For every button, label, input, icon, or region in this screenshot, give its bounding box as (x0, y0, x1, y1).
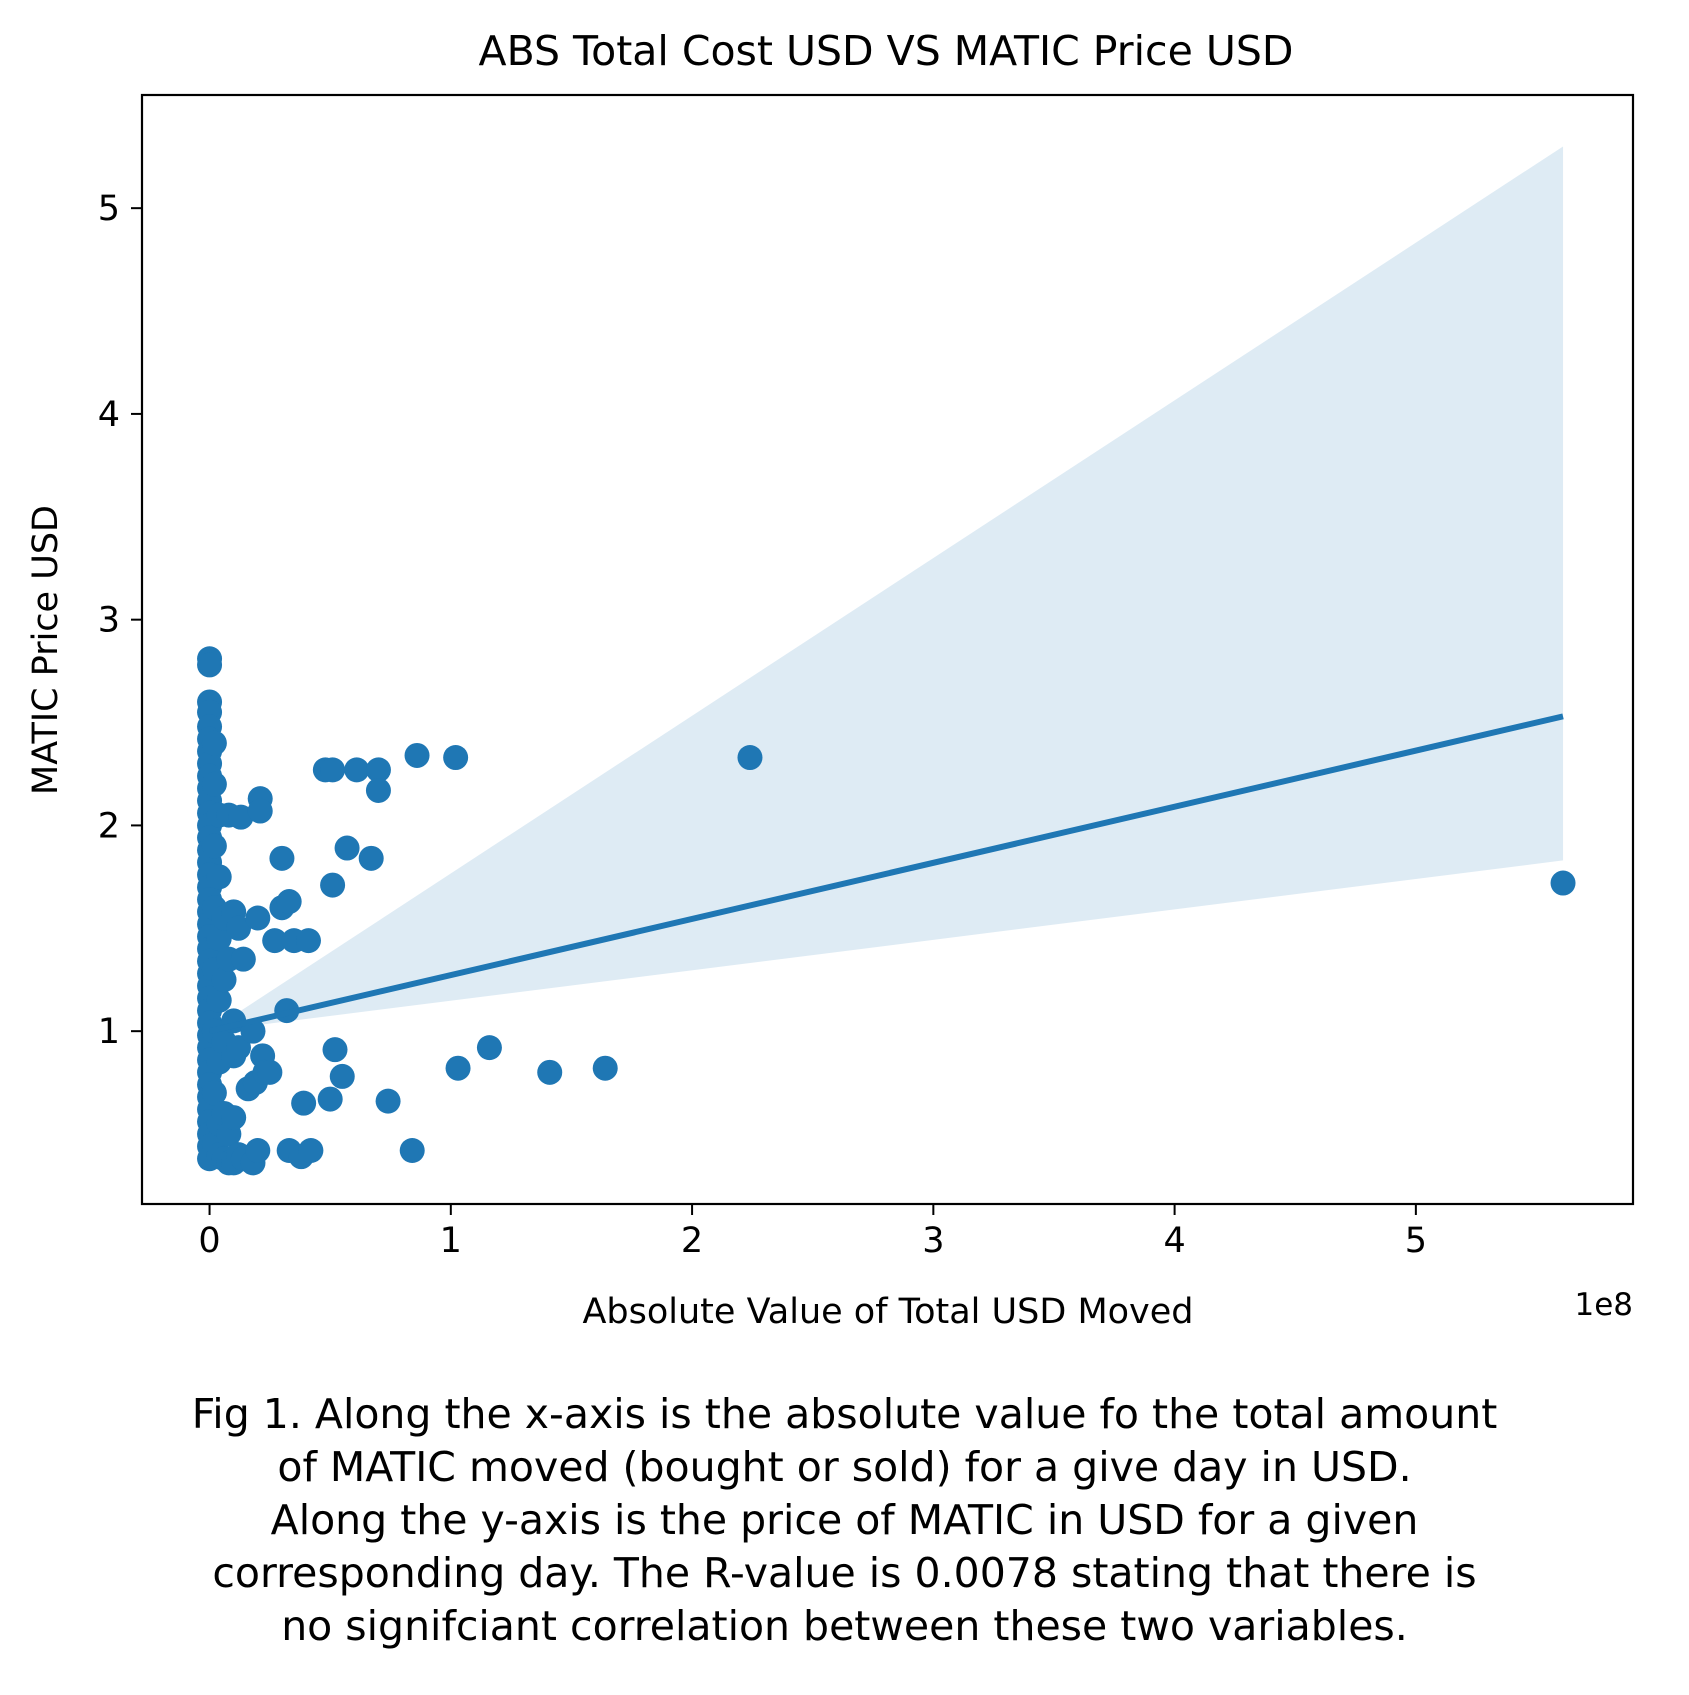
x-axis-ticks: 0 1 2 3 4 5 (198, 1204, 1427, 1261)
scatter-point (206, 987, 232, 1013)
scatter-point (404, 742, 430, 768)
scatter-point (206, 864, 232, 890)
scatter-point (334, 835, 360, 861)
scatter-point (201, 833, 227, 859)
scatter-point (358, 845, 384, 871)
regression-line-layer (208, 713, 1564, 1035)
plot-area-frame (140, 93, 1635, 1206)
scatter-point (317, 1086, 343, 1112)
scatter-point (211, 967, 237, 993)
scatter-point (245, 905, 271, 931)
scatter-point (592, 1055, 618, 1081)
scatter-point (201, 730, 227, 756)
scatter-point (445, 1055, 471, 1081)
x-tick-label: 0 (198, 1221, 220, 1261)
scatter-point (320, 757, 346, 783)
scatter-point (298, 1138, 324, 1164)
scatter-point (322, 1037, 348, 1063)
scatter-point (291, 1090, 317, 1116)
scatter-point (230, 946, 256, 972)
x-axis-label: Absolute Value of Total USD Moved (582, 1292, 1193, 1332)
x-tick-label: 4 (1163, 1221, 1185, 1261)
y-axis-label: MATIC Price USD (26, 505, 66, 795)
scatter-point (247, 798, 273, 824)
chart-title: ABS Total Cost USD VS MATIC Price USD (479, 27, 1294, 75)
caption-line: Fig 1. Along the x-axis is the absolute … (191, 1390, 1498, 1438)
x-tick-label: 3 (922, 1221, 944, 1261)
caption-line: no signifciant correlation between these… (281, 1602, 1408, 1650)
caption-line: Along the y-axis is the price of MATIC i… (270, 1496, 1419, 1544)
x-tick-label: 5 (1405, 1221, 1427, 1261)
scatter-points-layer (197, 646, 1576, 1176)
confidence-band-layer (209, 146, 1564, 1032)
scatter-point (365, 777, 391, 803)
caption-line: of MATIC moved (bought or sold) for a gi… (277, 1443, 1412, 1491)
x-axis-offset-label: 1e8 (1574, 1287, 1633, 1323)
confidence-band (209, 146, 1564, 1032)
scatter-point (365, 757, 391, 783)
y-tick-label: 3 (98, 601, 120, 641)
scatter-point (228, 804, 254, 830)
scatter-point (295, 928, 321, 954)
scatter-point (344, 757, 370, 783)
scatter-point (197, 652, 223, 678)
scatter-chart: ABS Total Cost USD VS MATIC Price USD 0 1… (26, 27, 1635, 1332)
scatter-point (320, 872, 346, 898)
scatter-point (262, 928, 288, 954)
scatter-point (375, 1088, 401, 1114)
x-tick-label: 1 (440, 1221, 462, 1261)
regression-line (208, 713, 1564, 1035)
scatter-point (737, 745, 763, 771)
scatter-point (201, 1080, 227, 1106)
scatter-point (476, 1035, 502, 1061)
scatter-point (443, 745, 469, 771)
y-tick-label: 5 (98, 189, 120, 229)
scatter-point (1550, 870, 1576, 896)
scatter-point (226, 915, 252, 941)
x-tick-label: 2 (681, 1221, 703, 1261)
scatter-point (226, 1035, 252, 1061)
scatter-point (537, 1059, 563, 1085)
scatter-point (221, 1105, 247, 1131)
scatter-point (276, 889, 302, 915)
caption-line: corresponding day. The R-value is 0.0078… (212, 1549, 1477, 1597)
y-tick-label: 2 (98, 806, 120, 846)
y-tick-label: 4 (98, 395, 120, 435)
figure-caption: Fig 1. Along the x-axis is the absolute … (0, 1388, 1689, 1653)
scatter-point (257, 1059, 283, 1085)
scatter-point (269, 845, 295, 871)
scatter-point (201, 771, 227, 797)
y-axis-ticks: 1 2 3 4 5 (98, 189, 142, 1052)
scatter-point (245, 1138, 271, 1164)
scatter-point (206, 926, 232, 952)
y-tick-label: 1 (98, 1012, 120, 1052)
scatter-point (329, 1063, 355, 1089)
scatter-point (399, 1138, 425, 1164)
